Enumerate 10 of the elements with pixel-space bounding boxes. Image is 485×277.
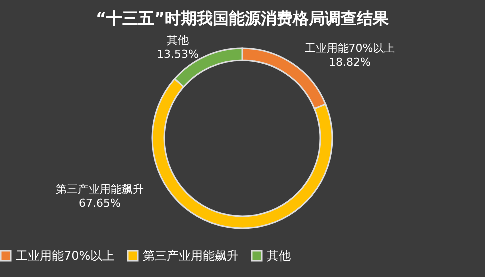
slice-label: 第三产业用能飙升 xyxy=(56,183,144,196)
legend-label: 工业用能70%以上 xyxy=(16,249,115,263)
data-label: 18.82% xyxy=(329,56,371,69)
data-label: 13.53% xyxy=(157,48,199,61)
slice-label: 其他 xyxy=(167,34,189,47)
chart-title: “十三五”时期我国能源消费格局调查结果 xyxy=(96,9,390,28)
legend-label: 第三产业用能飙升 xyxy=(143,249,239,263)
slice-label: 工业用能70%以上 xyxy=(304,42,396,55)
data-label: 67.65% xyxy=(79,197,121,210)
legend-label: 其他 xyxy=(267,249,291,263)
